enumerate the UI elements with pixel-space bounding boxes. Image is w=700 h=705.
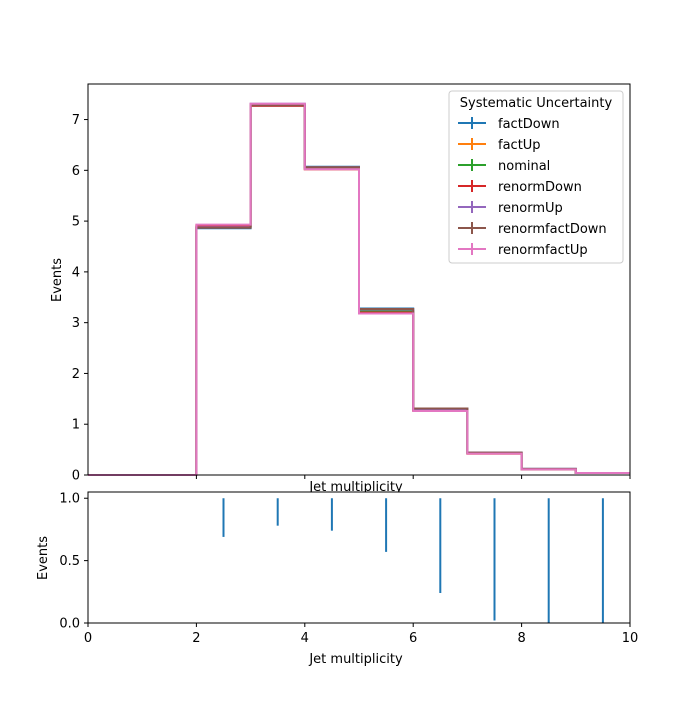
- top-y-tick-label: 7: [72, 113, 80, 128]
- top-panel: 0 1 2 3 4 5 6 7 Jet multiplicity Events Systema…: [50, 83, 631, 495]
- bottom-axes-frame: [87, 491, 631, 624]
- legend-entries: factDown factUp nominal renormDown renormUp r…: [458, 117, 607, 258]
- legend-box: [448, 90, 624, 264]
- top-ticks-group: 0 1 2 3 4 5 6 7: [72, 113, 631, 484]
- legend-entry-factDown: factDown: [458, 117, 560, 132]
- top-y-axis-label: Events: [50, 258, 65, 302]
- top-y-tick-label: 3: [72, 316, 80, 331]
- top-y-tick-label: 0: [72, 469, 80, 484]
- bottom-x-tick-label: 6: [409, 631, 417, 646]
- bottom-y-tick-label: 1.0: [59, 492, 80, 507]
- legend-entry-renormfactUp: renormfactUp: [458, 243, 588, 258]
- legend-label: factDown: [498, 117, 560, 132]
- bottom-plot-area: [88, 492, 630, 623]
- bottom-x-tick-label: 4: [301, 631, 309, 646]
- top-x-axis-label: Jet multiplicity: [308, 480, 403, 495]
- bottom-y-tick-label: 0.5: [59, 554, 80, 569]
- series-step-renormfactUp: [88, 102, 630, 476]
- legend-entry-renormfactDown: renormfactDown: [458, 222, 607, 237]
- legend-entry-factUp: factUp: [458, 138, 541, 153]
- bottom-y-tick-label: 0.0: [59, 617, 80, 632]
- legend-entry-renormDown: renormDown: [458, 180, 582, 195]
- top-y-tick-label: 5: [72, 215, 80, 230]
- bottom-series-group: [222, 498, 604, 623]
- top-y-tick-label: 4: [72, 265, 80, 280]
- legend-label: renormfactDown: [498, 222, 607, 237]
- legend-label: renormUp: [498, 201, 563, 216]
- bottom-x-tick-label: 2: [192, 631, 200, 646]
- legend: Systematic Uncertainty factDown factUp nom…: [448, 90, 624, 264]
- legend-label: renormfactUp: [498, 243, 588, 258]
- top-y-tick-label: 2: [72, 367, 80, 382]
- top-series-group: [88, 102, 630, 476]
- top-y-tick-label: 6: [72, 164, 80, 179]
- legend-entry-renormUp: renormUp: [458, 201, 563, 216]
- top-axes-frame: [87, 83, 631, 476]
- legend-entry-nominal: nominal: [458, 159, 550, 174]
- bottom-panel: 0 2 4 6 8 10 0.0 0.5 1.0 Jet multiplicity Events: [36, 491, 638, 667]
- legend-label: factUp: [498, 138, 541, 153]
- bottom-x-axis-label: Jet multiplicity: [308, 652, 403, 667]
- bottom-y-axis-label: Events: [36, 536, 51, 580]
- bottom-ticks-group: 0 2 4 6 8 10 0.0 0.5 1.0: [59, 492, 638, 646]
- bottom-x-tick-label: 10: [622, 631, 639, 646]
- bottom-x-tick-label: 8: [517, 631, 525, 646]
- legend-label: nominal: [498, 159, 550, 174]
- legend-title: Systematic Uncertainty: [460, 96, 613, 111]
- legend-label: renormDown: [498, 180, 582, 195]
- top-y-tick-label: 1: [72, 418, 80, 433]
- bottom-x-tick-label: 0: [84, 631, 92, 646]
